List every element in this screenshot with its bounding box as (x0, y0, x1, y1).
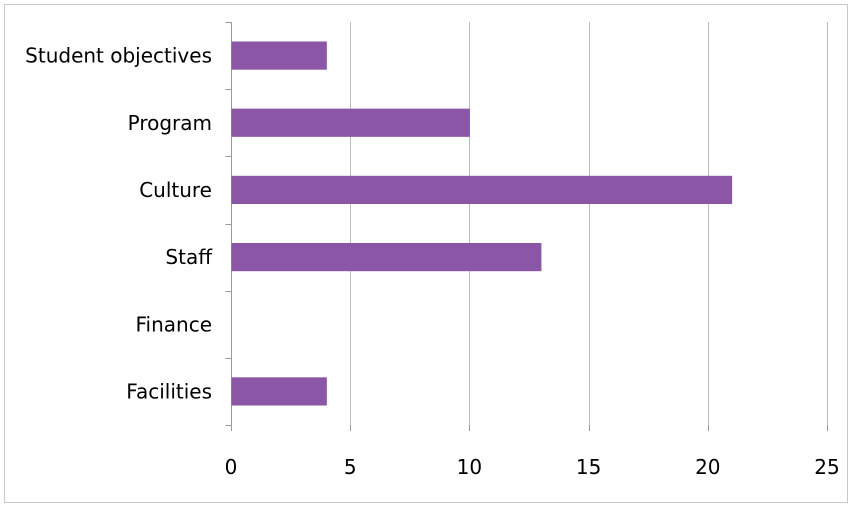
x-tick-label: 5 (344, 455, 357, 479)
x-tick-label: 15 (576, 455, 601, 479)
category-label: Facilities (126, 379, 212, 403)
category-label: Program (128, 111, 212, 135)
category-labels: Student objectives Program Culture Staff Fin… (25, 44, 213, 404)
bars (231, 41, 733, 406)
bar-staff (231, 242, 542, 272)
category-label: Student objectives (25, 44, 212, 68)
x-tick-label: 0 (225, 455, 238, 479)
bar-facilities (231, 377, 327, 406)
axes (225, 22, 828, 431)
bar-culture (231, 175, 733, 205)
category-label: Finance (135, 312, 212, 336)
bar-program (231, 108, 470, 137)
x-tick-labels: 0 5 10 15 20 25 (225, 455, 840, 479)
x-tick-label: 10 (457, 455, 482, 479)
category-label: Culture (139, 178, 212, 202)
category-label: Staff (165, 245, 213, 269)
gridlines (350, 22, 828, 425)
x-tick-label: 20 (695, 455, 720, 479)
x-tick-label: 25 (814, 455, 839, 479)
bar-student-objectives (231, 41, 327, 70)
